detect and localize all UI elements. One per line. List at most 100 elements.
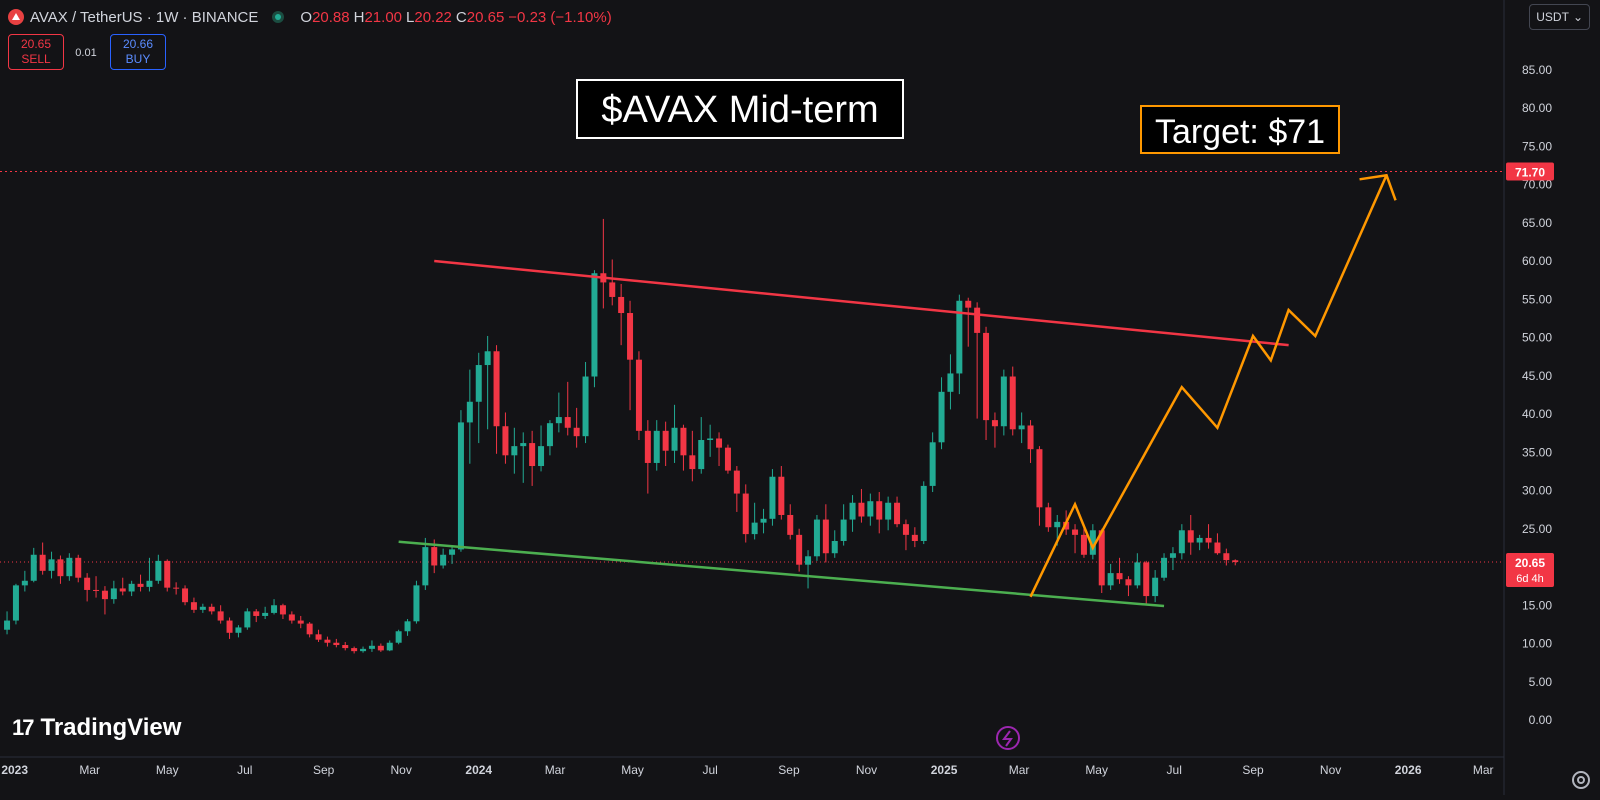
candle-body xyxy=(591,273,598,377)
candle-body xyxy=(404,621,411,632)
y-tick-label: 35.00 xyxy=(1522,445,1552,459)
candle-body xyxy=(662,430,669,451)
candle-body xyxy=(511,446,518,456)
support-trendline[interactable] xyxy=(398,540,1165,608)
gear-icon[interactable] xyxy=(1572,771,1590,789)
candle-body xyxy=(306,623,313,635)
market-status-icon xyxy=(272,11,285,23)
y-tick-label: 85.00 xyxy=(1522,63,1552,77)
candle-body xyxy=(929,442,936,486)
candle-body xyxy=(297,620,304,624)
candle-body xyxy=(707,438,714,441)
candle-body xyxy=(956,300,963,374)
candle-body xyxy=(644,430,651,463)
resistance-trendline[interactable] xyxy=(434,259,1289,347)
sell-button[interactable]: 20.65 SELL xyxy=(8,34,64,70)
candle-body xyxy=(368,645,375,649)
candle-body xyxy=(21,580,28,586)
candle-body xyxy=(199,606,206,610)
candle-body xyxy=(867,501,874,517)
current-price-label: 20.65 xyxy=(1515,556,1545,570)
candle-body xyxy=(1080,534,1087,555)
candle-body xyxy=(618,296,625,314)
candle-body xyxy=(1054,521,1061,528)
chart-header: AVAX / TetherUS · 1W · BINANCE O20.88 H2… xyxy=(8,6,612,28)
y-tick-label: 5.00 xyxy=(1529,675,1553,689)
y-tick-label: 50.00 xyxy=(1522,331,1552,345)
candle-body xyxy=(1169,553,1176,558)
x-tick-label: Jul xyxy=(1167,763,1182,777)
projection-path[interactable] xyxy=(1029,174,1388,598)
candle-body xyxy=(1045,507,1052,528)
chart-title: $AVAX Mid-term xyxy=(601,89,878,131)
x-tick-label: Mar xyxy=(1473,763,1494,777)
candle-body xyxy=(208,606,215,612)
currency-selector[interactable]: USDT ⌄ xyxy=(1529,4,1590,30)
candle-body xyxy=(787,514,794,535)
candle-body xyxy=(466,401,473,423)
y-tick-label: 40.00 xyxy=(1522,407,1552,421)
x-tick-label: Nov xyxy=(391,763,412,777)
y-tick-label: 45.00 xyxy=(1522,369,1552,383)
candle-body xyxy=(1134,562,1141,586)
x-tick-label: Sep xyxy=(313,763,335,777)
candle-body xyxy=(93,589,100,591)
candle-body xyxy=(965,300,972,308)
x-tick-label: Mar xyxy=(79,763,100,777)
candle-body xyxy=(1178,530,1185,554)
candle-body xyxy=(110,588,117,600)
y-tick-label: 10.00 xyxy=(1522,637,1552,651)
candle-body xyxy=(315,634,322,640)
sell-price: 20.65 xyxy=(20,37,52,51)
lightning-bolt-icon xyxy=(1002,730,1013,747)
candle-body xyxy=(974,307,981,333)
candle-body xyxy=(840,519,847,541)
y-tick-label: 0.00 xyxy=(1529,713,1553,727)
candle-body xyxy=(920,485,927,541)
candle-body xyxy=(1036,449,1043,508)
low-label: L xyxy=(406,8,415,26)
candle-body xyxy=(244,611,251,628)
buy-button[interactable]: 20.66 BUY xyxy=(110,34,166,70)
close-value: 20.65 xyxy=(466,8,505,26)
candle-body xyxy=(1063,521,1070,530)
tradingview-mark-icon: 17 xyxy=(12,715,35,740)
candle-body xyxy=(1187,530,1194,543)
candle-body xyxy=(502,426,509,456)
candle-body xyxy=(12,585,19,621)
candle-body xyxy=(627,313,634,360)
candle-body xyxy=(1205,537,1212,543)
chart-title-box xyxy=(576,79,904,139)
candle-body xyxy=(262,612,269,616)
spread-value: 0.01 xyxy=(75,47,97,59)
candle-body xyxy=(1143,562,1150,597)
y-tick-label: 15.00 xyxy=(1522,598,1552,612)
candle-body xyxy=(849,502,856,520)
lightning-icon[interactable] xyxy=(996,726,1020,750)
candle-body xyxy=(155,560,162,581)
candle-body xyxy=(1009,376,1016,430)
high-value: 21.00 xyxy=(364,8,403,26)
chevron-down-icon: ⌄ xyxy=(1572,10,1583,24)
candle-body xyxy=(555,417,562,424)
x-tick-label: Nov xyxy=(1320,763,1341,777)
y-tick-label: 60.00 xyxy=(1522,254,1552,268)
candle-body xyxy=(39,554,46,571)
y-tick-label: 65.00 xyxy=(1522,216,1552,230)
x-tick-label: 2024 xyxy=(465,763,492,777)
candle-body xyxy=(538,446,545,467)
x-tick-label: May xyxy=(1085,763,1108,777)
candle-body xyxy=(520,443,527,447)
tradingview-logo[interactable]: 17 TradingView xyxy=(12,714,181,742)
y-tick-label: 75.00 xyxy=(1522,139,1552,153)
buy-price: 20.66 xyxy=(122,37,154,51)
candle-body xyxy=(342,645,349,649)
candle-body xyxy=(484,351,491,366)
symbol-title[interactable]: AVAX / TetherUS · 1W · BINANCE xyxy=(30,8,259,26)
candle-body xyxy=(351,648,358,652)
candle-body xyxy=(796,534,803,565)
candle-body xyxy=(4,620,11,630)
candle-body xyxy=(609,282,616,297)
